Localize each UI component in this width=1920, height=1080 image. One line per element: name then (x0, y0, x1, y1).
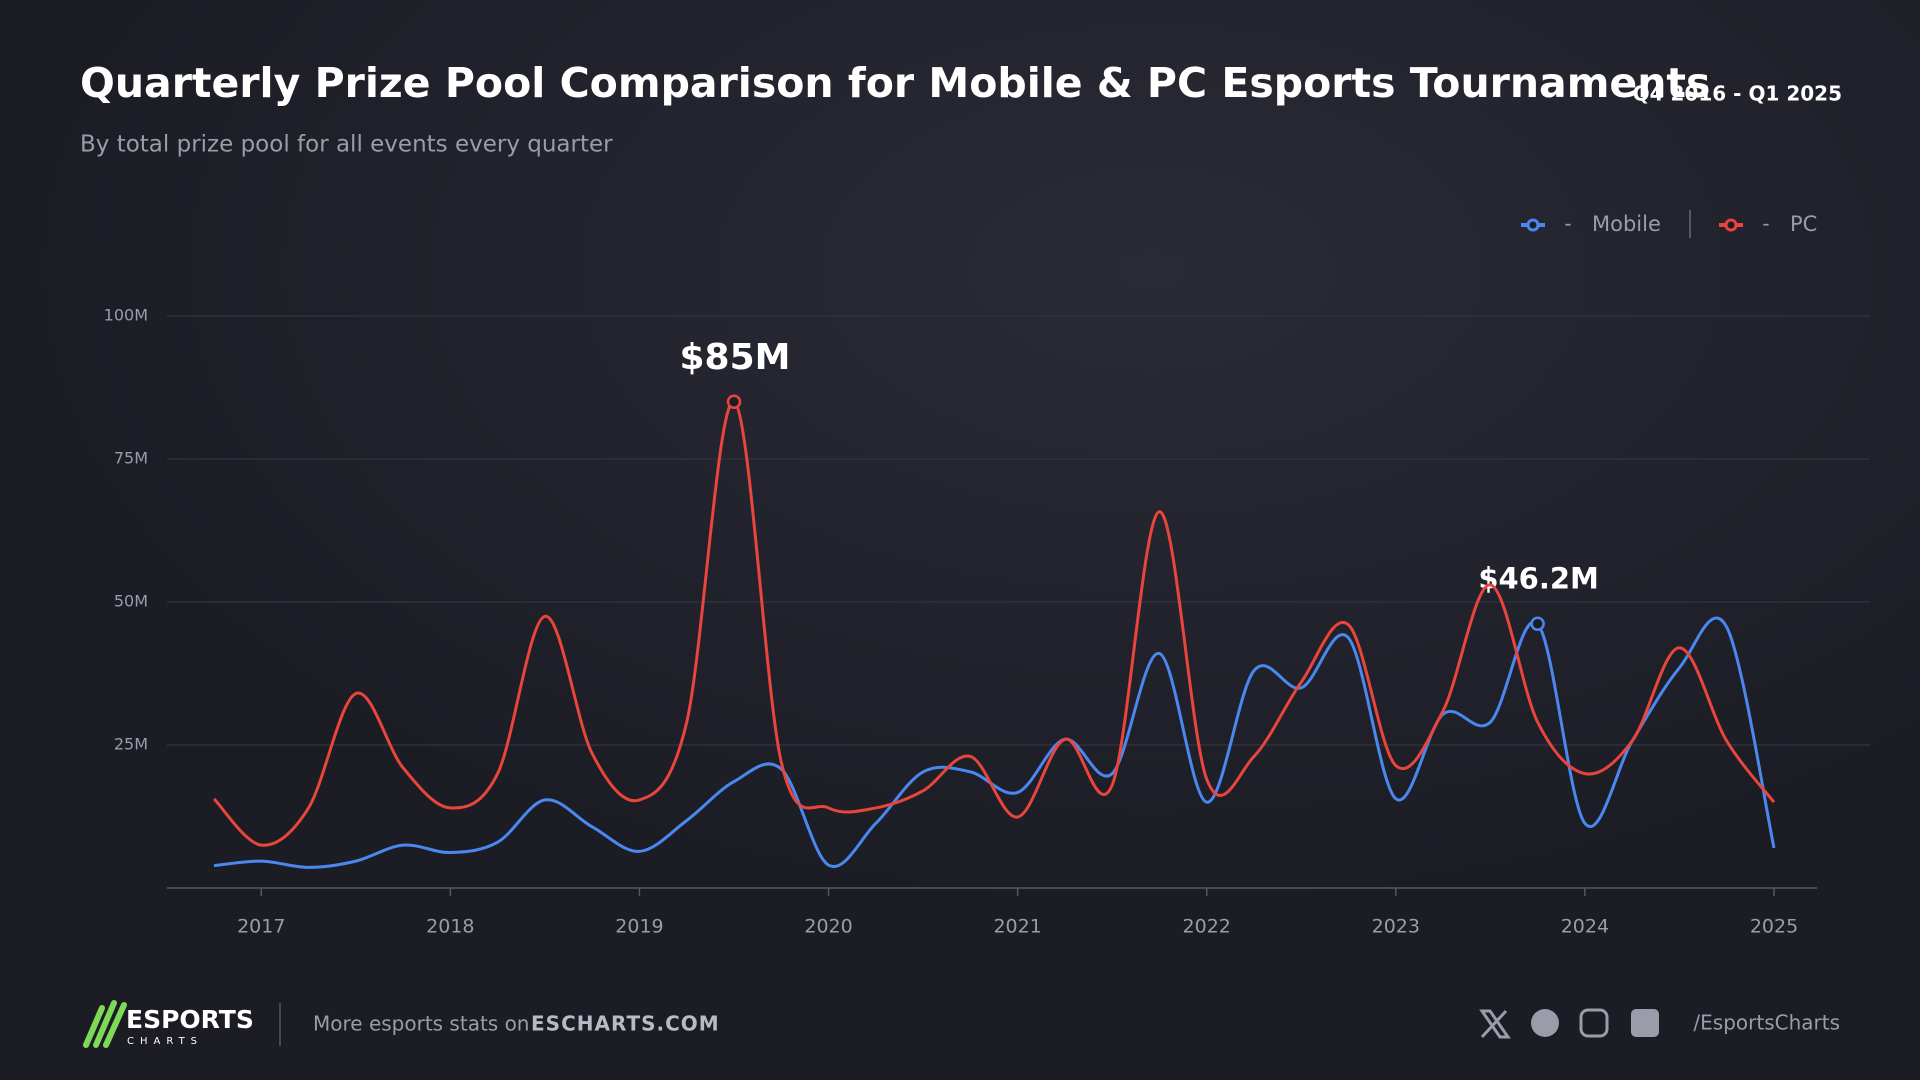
x-tick-label: 2019 (615, 916, 663, 938)
x-tick-label: 2023 (1372, 916, 1420, 938)
legend-label: PC (1790, 212, 1817, 236)
social-handle[interactable]: /EsportsCharts (1693, 1011, 1840, 1035)
site-link[interactable]: ESCHARTS.COM (531, 1012, 720, 1036)
x-tick-label: 2017 (237, 916, 285, 938)
logo-subtext: CHARTS (127, 1036, 203, 1047)
promo-text: More esports stats on (313, 1012, 529, 1036)
x-tick-label: 2020 (804, 916, 852, 938)
peak-marker (1530, 616, 1545, 631)
legend-marker (1724, 218, 1738, 232)
y-tick-label: 75M (114, 449, 148, 468)
y-tick-label: 25M (114, 735, 148, 754)
legend-marker (1526, 218, 1540, 232)
x-tick-label: 2018 (426, 916, 474, 938)
x-tick-label: 2024 (1561, 916, 1609, 938)
footer: ESPORTS CHARTS More esports stats on ESC… (83, 1000, 1840, 1048)
legend-dash: - (1762, 212, 1769, 236)
legend-dash: - (1564, 212, 1571, 236)
logo-icon (83, 1000, 127, 1048)
logo-text: ESPORTS (126, 1005, 254, 1034)
x-tick-label: 2025 (1750, 916, 1798, 938)
facebook-icon[interactable] (1531, 1009, 1559, 1037)
y-tick-label: 50M (114, 592, 148, 611)
legend-label: Mobile (1592, 212, 1661, 236)
value-label: $46.2M (1478, 562, 1599, 596)
linkedin-icon[interactable] (1631, 1009, 1659, 1037)
period: Q4 2016 - Q1 2025 (1633, 82, 1842, 106)
peak-marker (726, 394, 742, 410)
x-tick-label: 2021 (993, 916, 1041, 938)
value-label: $85M (680, 337, 791, 378)
chart-title: Quarterly Prize Pool Comparison for Mobi… (80, 59, 1710, 107)
x-icon[interactable] (1479, 1009, 1511, 1039)
x-tick-label: 2022 (1183, 916, 1231, 938)
line-series (213, 616, 1776, 869)
line-series (212, 400, 1776, 847)
y-tick-label: 100M (104, 306, 148, 325)
instagram-icon[interactable] (1579, 1008, 1609, 1038)
chart-subtitle: By total prize pool for all events every… (80, 132, 613, 158)
social-icons (1479, 1008, 1659, 1039)
